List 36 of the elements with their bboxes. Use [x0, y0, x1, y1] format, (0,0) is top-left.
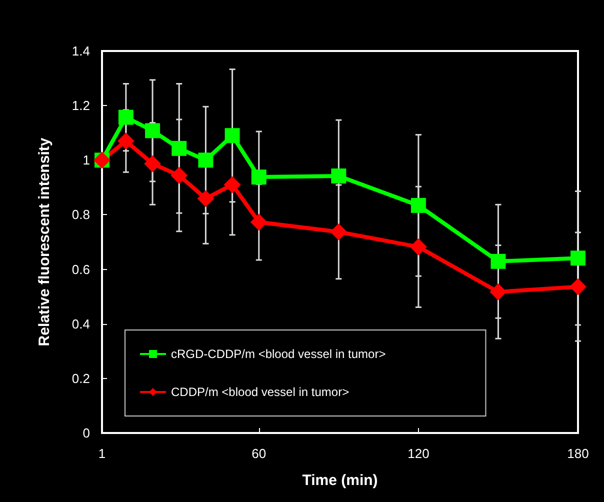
point [172, 140, 187, 156]
x-tick-label: 120 [408, 446, 430, 461]
y-tick-label: 0 [82, 426, 90, 440]
point [145, 123, 160, 138]
point [330, 223, 348, 240]
x-tick-label: 1 [98, 446, 106, 461]
y-tick-label: 0.4 [72, 316, 90, 332]
point [117, 132, 134, 150]
point [224, 176, 241, 194]
point [170, 166, 188, 184]
y-tick-label: 1.4 [72, 44, 90, 58]
point [250, 214, 268, 231]
y-tick-label: 1 [82, 152, 90, 168]
legend-label: CDDP/m <blood vessel in tumor> [171, 385, 350, 399]
point [118, 110, 134, 125]
point [251, 170, 266, 185]
point [331, 168, 346, 184]
legend-label: cRGD-CDDP/m <blood vessel in tumor> [171, 347, 386, 361]
y-tick-label: 1.2 [72, 98, 90, 114]
point [197, 190, 214, 208]
y-tick-label: 0.8 [72, 207, 90, 222]
x-tick-label: 180 [567, 446, 589, 461]
y-tick-label: 0.2 [72, 370, 90, 386]
point [490, 283, 507, 300]
y-axis-title: Relative fluorescent intensity [36, 137, 53, 346]
x-tick-label: 60 [252, 446, 266, 461]
point [570, 250, 586, 266]
point [224, 128, 240, 144]
x-axis-title: Time (min) [302, 472, 378, 489]
point [410, 198, 426, 213]
point [198, 152, 214, 168]
point [144, 155, 162, 172]
y-tick-label: 0.6 [72, 262, 90, 277]
point [570, 278, 586, 296]
point [410, 238, 427, 256]
point [490, 254, 506, 269]
